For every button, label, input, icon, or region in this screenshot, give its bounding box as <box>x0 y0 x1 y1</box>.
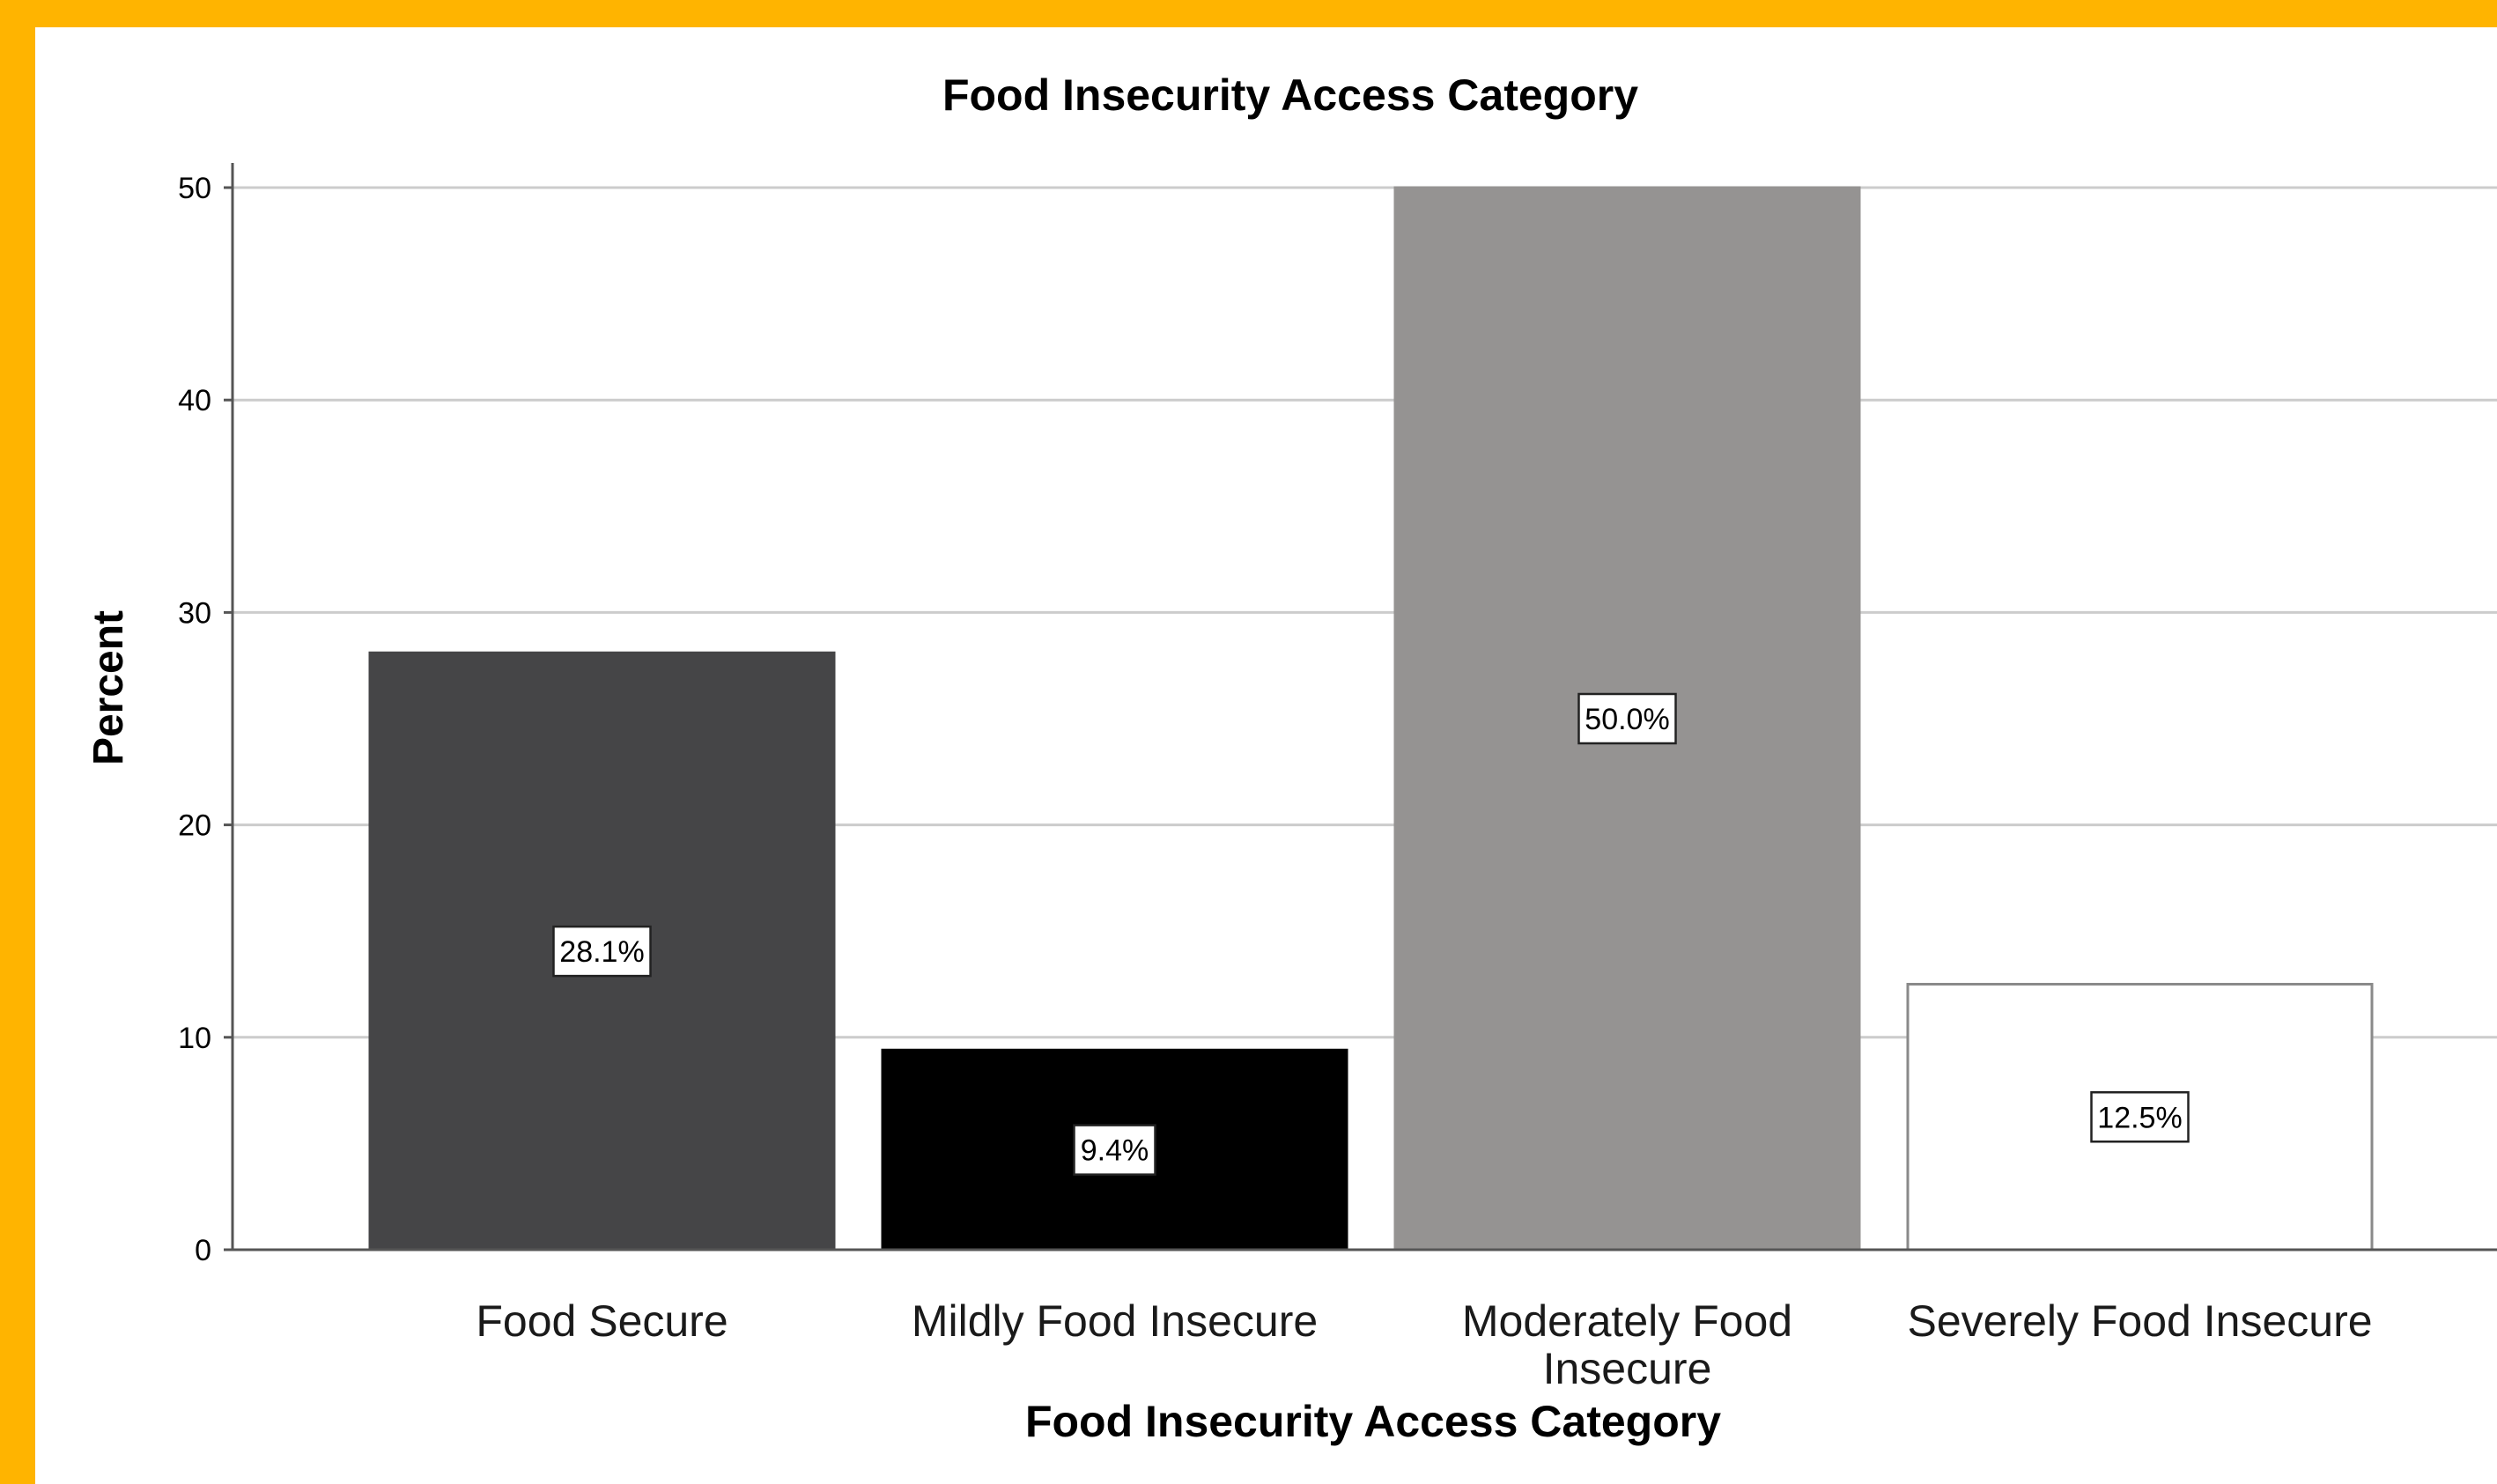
chart-title: Food Insecurity Access Category <box>942 70 1638 120</box>
bars <box>368 186 2374 1251</box>
data-label-box <box>1577 692 1677 745</box>
data-label: 28.1% <box>559 935 644 969</box>
y-tick-label: 30 <box>178 596 211 630</box>
axes <box>231 163 2497 1251</box>
y-tick-label: 10 <box>178 1022 211 1055</box>
y-axis-title: Percent <box>85 610 132 765</box>
data-label: 12.5% <box>2097 1101 2182 1134</box>
data-label: 50.0% <box>1585 703 1669 736</box>
y-tick-labels: 0 10 20 30 40 50 <box>178 172 233 1267</box>
x-category-labels: Food Secure Mildly Food Insecure Moderatel… <box>476 1296 2372 1393</box>
data-label: 9.4% <box>1081 1134 1149 1168</box>
bar-chart: 0 10 20 30 40 50 Food Secure Mildly Food Insec… <box>85 70 2497 1446</box>
data-labels: 28.1% 9.4% 50.0% 12.5% <box>552 692 2190 1176</box>
y-tick-label: 50 <box>178 172 211 205</box>
x-category-label: Mildly Food Insecure <box>912 1296 1318 1346</box>
data-label-box <box>2090 1091 2190 1143</box>
x-category-label: Severely Food Insecure <box>1907 1296 2372 1346</box>
y-tick-label: 20 <box>178 809 211 843</box>
x-axis-title: Food Insecurity Access Category <box>1025 1397 1721 1446</box>
chart-frame: 0 10 20 30 40 50 Food Secure Mildly Food Insec… <box>35 27 2497 1484</box>
y-tick-label: 0 <box>195 1234 211 1267</box>
y-tick-label: 40 <box>178 384 211 417</box>
x-category-label: Food Secure <box>476 1296 728 1346</box>
data-label-box <box>552 925 652 978</box>
data-label-box <box>1073 1124 1156 1176</box>
x-category-label: Moderately Food <box>1462 1296 1792 1346</box>
x-category-label: Insecure <box>1543 1344 1712 1393</box>
